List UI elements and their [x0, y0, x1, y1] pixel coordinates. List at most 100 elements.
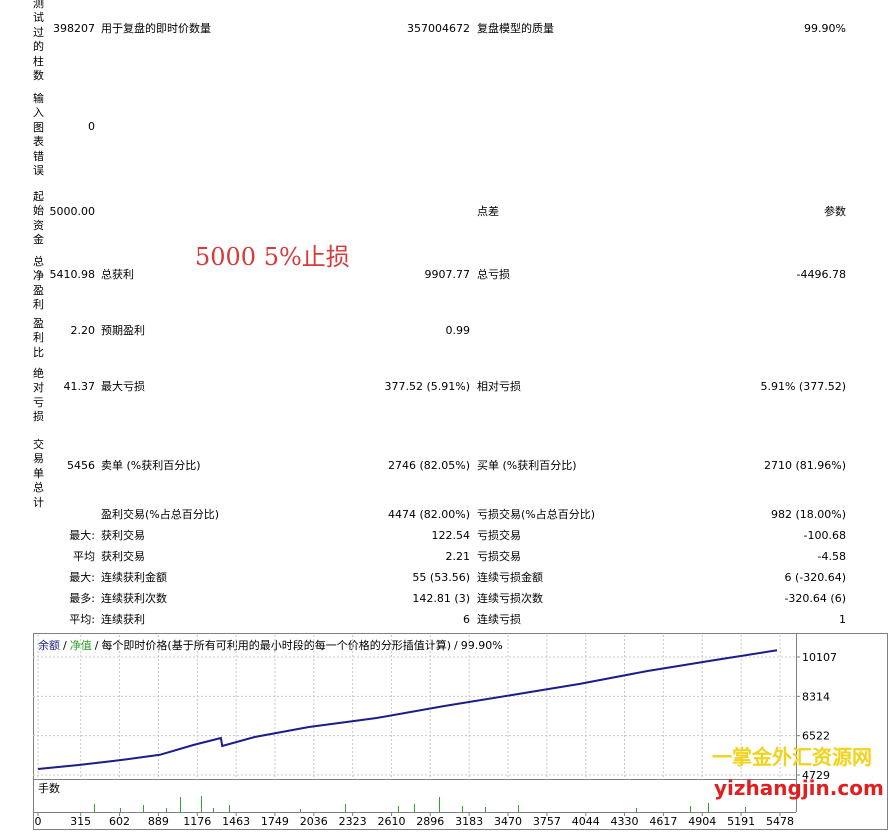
- row-value: 5456: [67, 459, 95, 472]
- x-tick-label: 889: [148, 815, 169, 828]
- field-name: 连续亏损金额: [477, 571, 543, 584]
- x-tick-label: 3470: [494, 815, 522, 828]
- x-tick-label: 2896: [416, 815, 444, 828]
- field-value: 2710 (81.96%): [763, 459, 846, 472]
- x-tick-label: 1749: [261, 815, 289, 828]
- lots-bars: [94, 796, 746, 812]
- row-prefix: 平均: [73, 550, 95, 563]
- x-tick-label: 3183: [455, 815, 483, 828]
- watermark-url: yizhangjin.com: [714, 776, 884, 800]
- field-name: 复盘模型的质量: [477, 22, 554, 35]
- x-tick-label: 2036: [300, 815, 328, 828]
- field-value: -320.64 (6): [784, 592, 846, 605]
- y-tick-label: 6522: [802, 730, 830, 743]
- y-tick-label: 4729: [802, 769, 830, 782]
- legend-item: 每个即时价格(基于所有可利用的最小时段的每一个价格的分形插值计算): [101, 638, 451, 652]
- x-tick-label: 4617: [649, 815, 677, 828]
- field-value: -4.58: [817, 550, 846, 563]
- x-tick-label: 1176: [183, 815, 211, 828]
- field-name: 点差: [477, 205, 499, 218]
- field-value: 377.52 (5.91%): [384, 380, 470, 393]
- field-value: 6 (-320.64): [784, 571, 846, 584]
- x-tick-label: 3757: [533, 815, 561, 828]
- field-name: 亏损交易(%占总百分比): [477, 508, 596, 521]
- legend-item: /: [63, 639, 67, 652]
- field-name: 盈利交易(%占总百分比): [101, 508, 220, 521]
- legend-item: 99.90%: [461, 639, 503, 652]
- x-tick-label: 5191: [727, 815, 755, 828]
- row-value: 41.37: [63, 380, 96, 393]
- field-value: -100.68: [803, 529, 846, 542]
- lots-label: 手数: [38, 781, 60, 795]
- row-value: 2.20: [70, 324, 96, 337]
- field-value: -4496.78: [796, 268, 846, 281]
- field-name: 连续亏损: [477, 613, 521, 626]
- field-value: 982 (18.00%): [770, 508, 846, 521]
- field-value: 参数: [824, 205, 846, 218]
- field-value: 55 (53.56): [412, 571, 470, 584]
- field-name: 连续获利金额: [101, 571, 167, 584]
- field-value: 2.21: [445, 550, 471, 563]
- row-label: 总净盈利: [33, 255, 44, 312]
- field-value: 6: [463, 613, 470, 626]
- annotation: 5000 5%止损: [195, 243, 350, 271]
- y-tick-label: 8314: [802, 690, 830, 703]
- field-name: 总获利: [101, 268, 134, 281]
- field-name: 预期盈利: [101, 324, 145, 337]
- x-tick-label: 1463: [222, 815, 250, 828]
- field-name: 最大亏损: [101, 380, 145, 393]
- row-label: 输入图表错误: [33, 92, 44, 178]
- watermark-title: 一掌金外汇资源网: [712, 745, 872, 769]
- row-prefix: 平均:: [69, 613, 95, 626]
- field-value: 0.99: [445, 324, 471, 337]
- legend-item: /: [454, 639, 458, 652]
- x-tick-label: 315: [70, 815, 91, 828]
- field-name: 亏损交易: [477, 529, 521, 542]
- y-tick-label: 10107: [802, 651, 837, 664]
- field-value: 2746 (82.05%): [387, 459, 470, 472]
- field-name: 连续获利: [101, 613, 145, 626]
- row-label: 交易单总计: [33, 438, 44, 509]
- row-value: 398207: [53, 22, 95, 35]
- field-name: 获利交易: [101, 529, 145, 542]
- legend-item: /: [95, 639, 99, 652]
- legend-item: 余额: [38, 638, 60, 652]
- row-label: 测试过的柱数: [33, 0, 44, 83]
- field-value: 4474 (82.00%): [387, 508, 470, 521]
- row-value: 5000.00: [49, 205, 96, 218]
- field-name: 获利交易: [101, 550, 145, 563]
- chart-legend: 余额 / 净值 / 每个即时价格(基于所有可利用的最小时段的每一个价格的分形插值计算) /…: [38, 638, 503, 652]
- field-value: 5.91% (377.52): [760, 380, 846, 393]
- field-value: 142.81 (3): [412, 592, 470, 605]
- field-name: 相对亏损: [477, 380, 521, 393]
- field-name: 连续获利次数: [101, 592, 167, 605]
- row-prefix: 最大:: [69, 571, 95, 584]
- field-name: 总亏损: [477, 268, 510, 281]
- x-tick-label: 4904: [688, 815, 716, 828]
- field-name: 连续亏损次数: [477, 592, 543, 605]
- field-name: 用于复盘的即时价数量: [101, 22, 211, 35]
- equity-line: [37, 649, 778, 770]
- field-value: 1: [839, 613, 846, 626]
- row-label: 绝对亏损: [33, 367, 44, 424]
- row-value: 5410.98: [49, 268, 96, 281]
- row-prefix: 最大:: [69, 529, 95, 542]
- field-name: 卖单 (%获利百分比): [101, 459, 201, 472]
- row-value: 0: [88, 120, 95, 133]
- x-tick-label: 4044: [572, 815, 600, 828]
- row-label: 起始资金: [33, 190, 44, 247]
- x-tick-label: 602: [109, 815, 130, 828]
- field-value: 122.54: [431, 529, 471, 542]
- x-tick-label: 4330: [611, 815, 639, 828]
- row-label: 盈利比: [33, 317, 44, 359]
- field-value: 9907.77: [424, 268, 471, 281]
- field-value: 357004672: [407, 22, 470, 35]
- x-tick-label: 2610: [378, 815, 406, 828]
- x-tick-label: 5478: [766, 815, 794, 828]
- field-value: 99.90%: [804, 22, 846, 35]
- row-prefix: 最多:: [69, 592, 95, 605]
- x-tick-label: 0: [35, 815, 42, 828]
- field-name: 亏损交易: [477, 550, 521, 563]
